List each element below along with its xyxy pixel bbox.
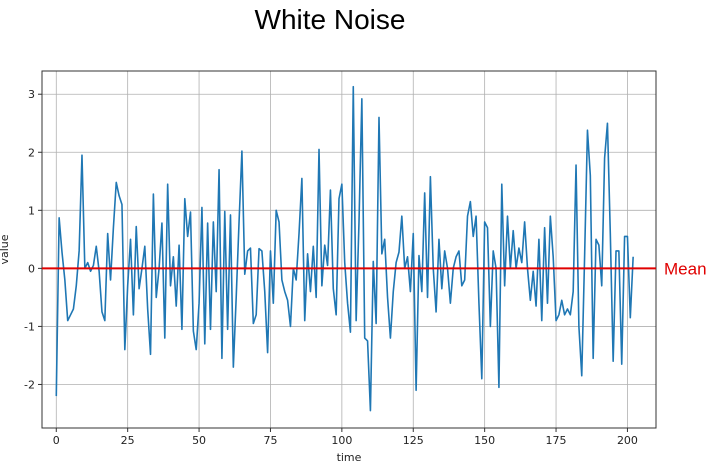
x-tick-label: 75 (263, 434, 277, 447)
x-tick-label: 125 (403, 434, 424, 447)
x-tick-label: 25 (121, 434, 135, 447)
mean-label: Mean (664, 259, 707, 278)
x-tick-label: 100 (331, 434, 352, 447)
series-line-0 (56, 87, 633, 411)
y-tick-label: 0 (28, 262, 35, 275)
y-tick-label: -2 (24, 378, 35, 391)
x-tick-label: 175 (546, 434, 567, 447)
y-tick-label: 3 (28, 88, 35, 101)
y-tick-label: 1 (28, 204, 35, 217)
y-tick-label: -1 (24, 320, 35, 333)
x-tick-label: 0 (53, 434, 60, 447)
y-axis-label: value (0, 234, 11, 264)
y-tick-label: 2 (28, 146, 35, 159)
x-axis-label: time (337, 451, 362, 464)
x-tick-label: 50 (192, 434, 206, 447)
x-tick-label: 200 (617, 434, 638, 447)
plot-frame (42, 71, 656, 428)
x-tick-label: 150 (474, 434, 495, 447)
